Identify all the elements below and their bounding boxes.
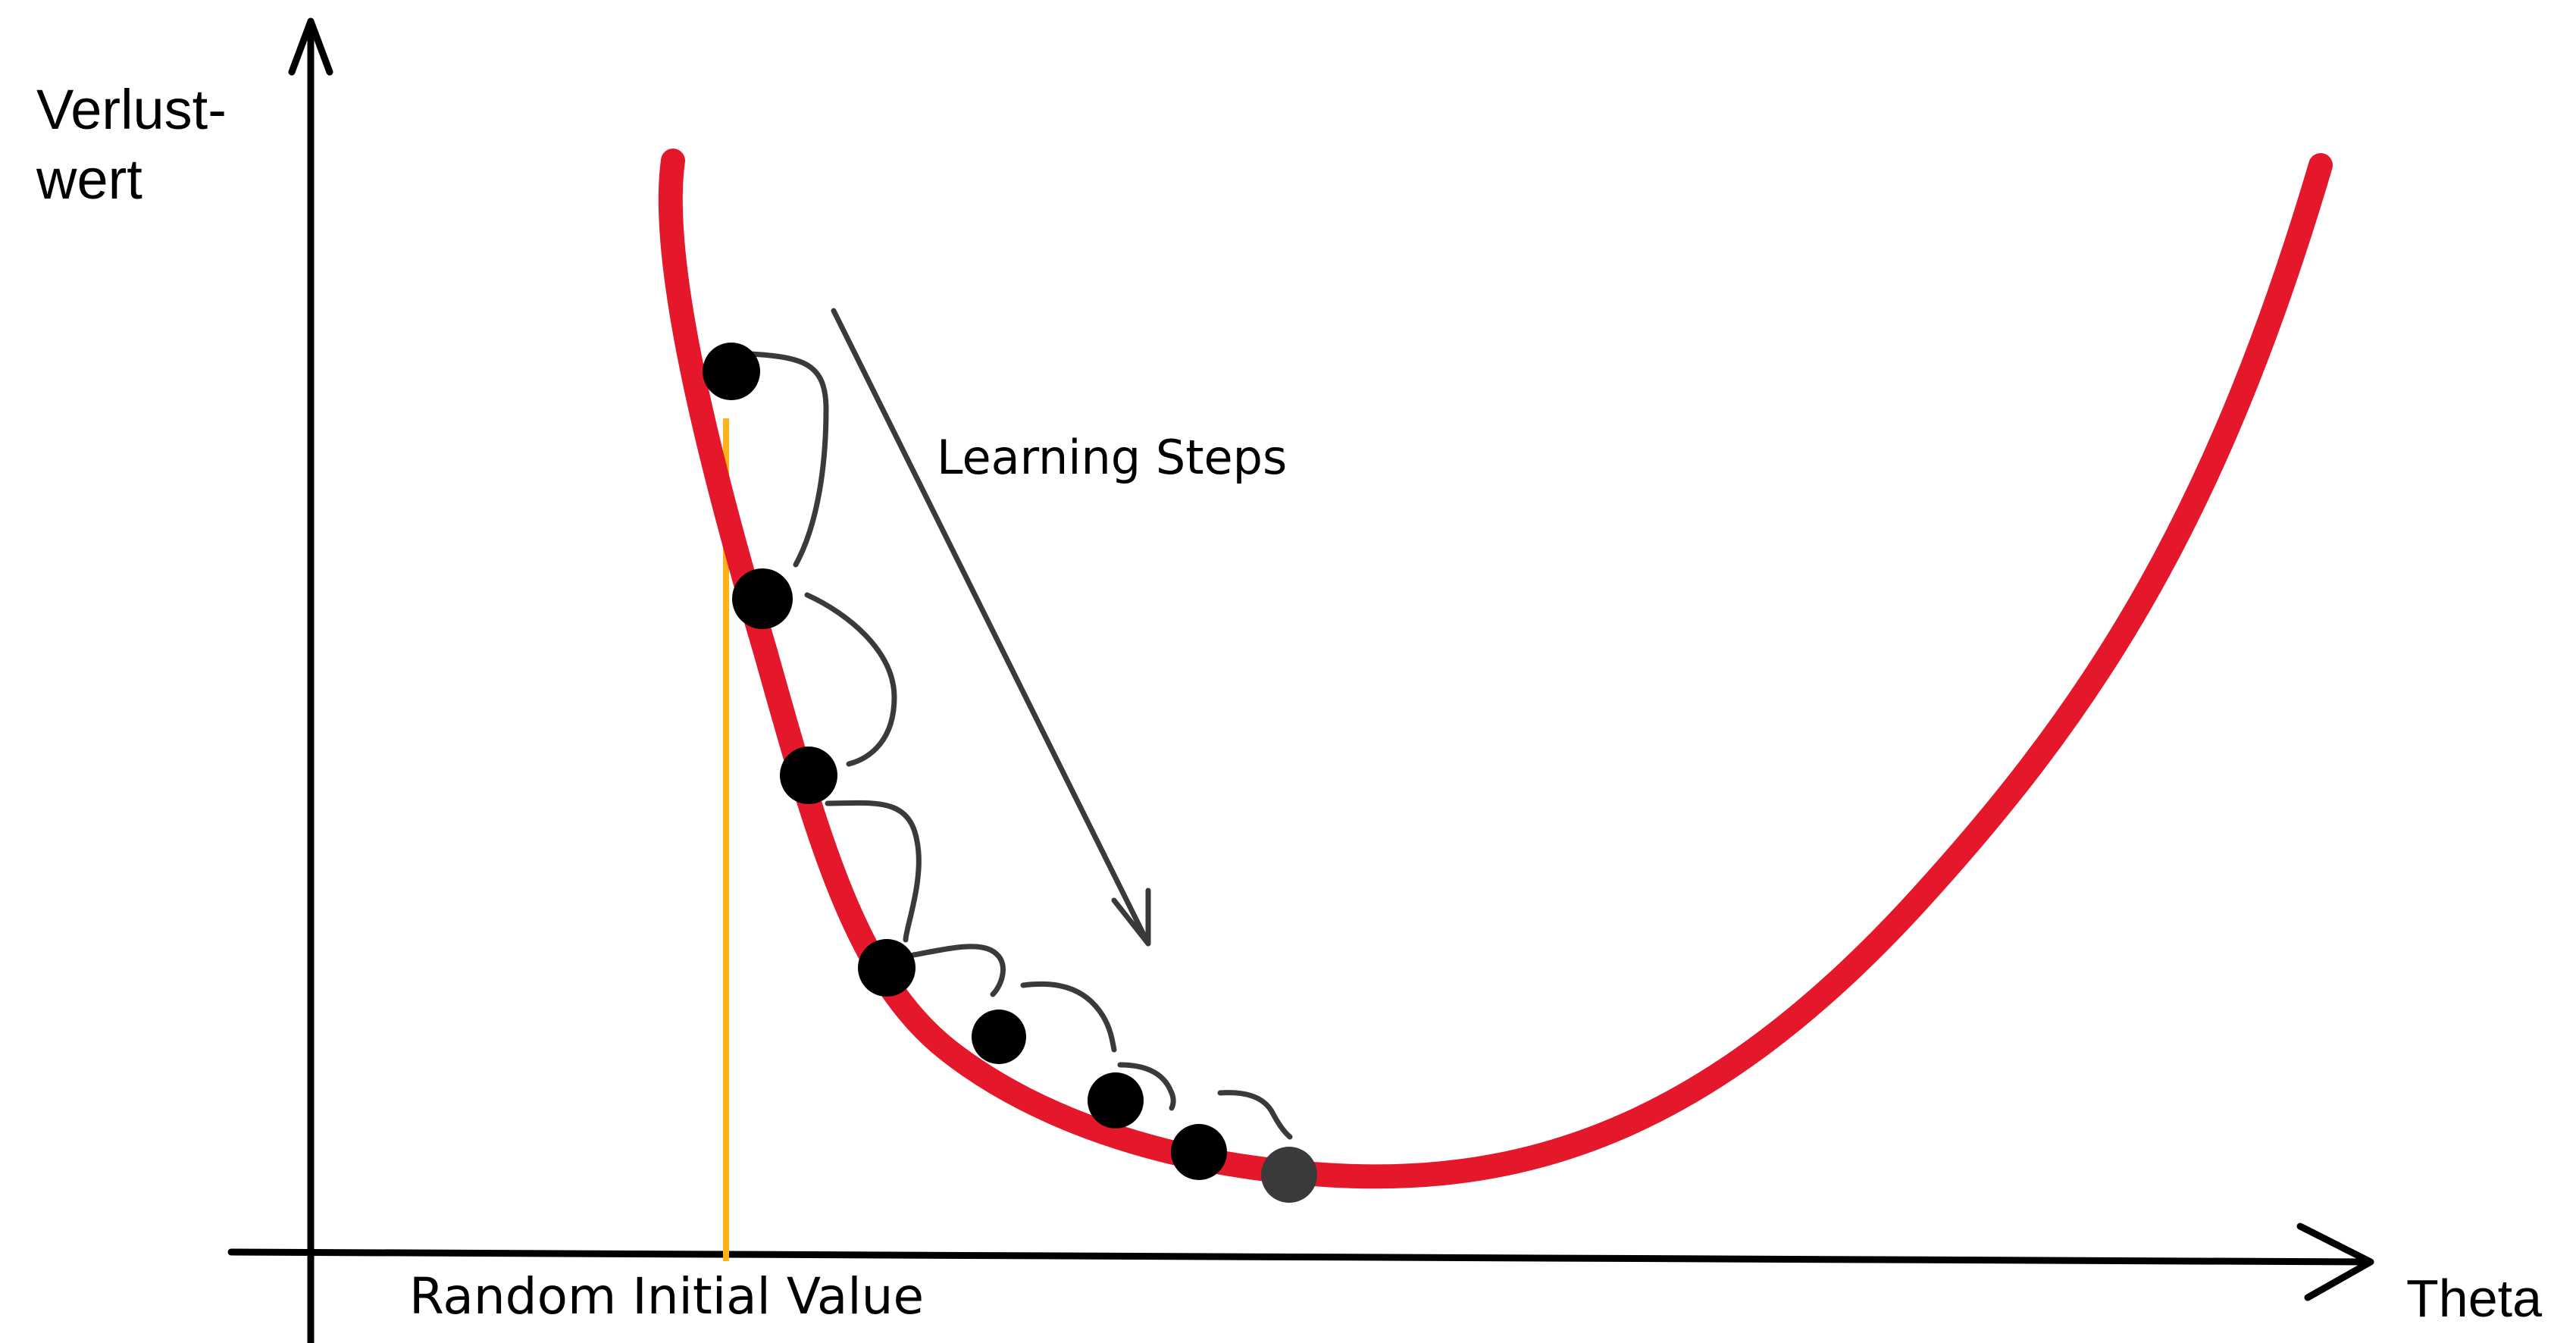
step-point-3 (780, 747, 837, 804)
step-point-6 (1088, 1072, 1144, 1129)
step-arc-6 (1117, 1062, 1176, 1111)
learning-steps-arrow (831, 308, 1151, 947)
final-point (1261, 1147, 1317, 1203)
step-point-1 (703, 343, 760, 400)
step-point-7 (1171, 1124, 1227, 1180)
y-axis (288, 17, 333, 1343)
x-axis (227, 1222, 2374, 1301)
x-axis-arrowhead (2296, 1222, 2374, 1301)
learning-steps-label: Learning Steps (937, 430, 1287, 485)
y-axis-label-line1: Verlust- (36, 78, 227, 141)
step-arc-4 (910, 944, 1006, 997)
random-initial-value-label: Random Initial Value (409, 1267, 924, 1326)
step-arc-2 (804, 592, 897, 767)
step-point-5 (972, 1010, 1026, 1064)
step-arcs (721, 349, 1293, 1140)
arrow-head (1111, 888, 1151, 947)
step-arc-1 (721, 349, 829, 568)
step-arc-3 (825, 800, 922, 943)
y-axis-label-line2: wert (36, 148, 142, 211)
loss-curve (658, 149, 2333, 1189)
x-axis-line (227, 1248, 2372, 1266)
step-point-2 (732, 568, 793, 629)
x-axis-label: Theta (2406, 1269, 2542, 1328)
y-axis-arrowhead (288, 17, 333, 76)
step-arc-7 (1217, 1090, 1293, 1140)
step-point-4 (858, 939, 916, 997)
step-arc-5 (1020, 981, 1117, 1053)
arrow-shaft (831, 308, 1151, 947)
step-points (703, 343, 1317, 1203)
